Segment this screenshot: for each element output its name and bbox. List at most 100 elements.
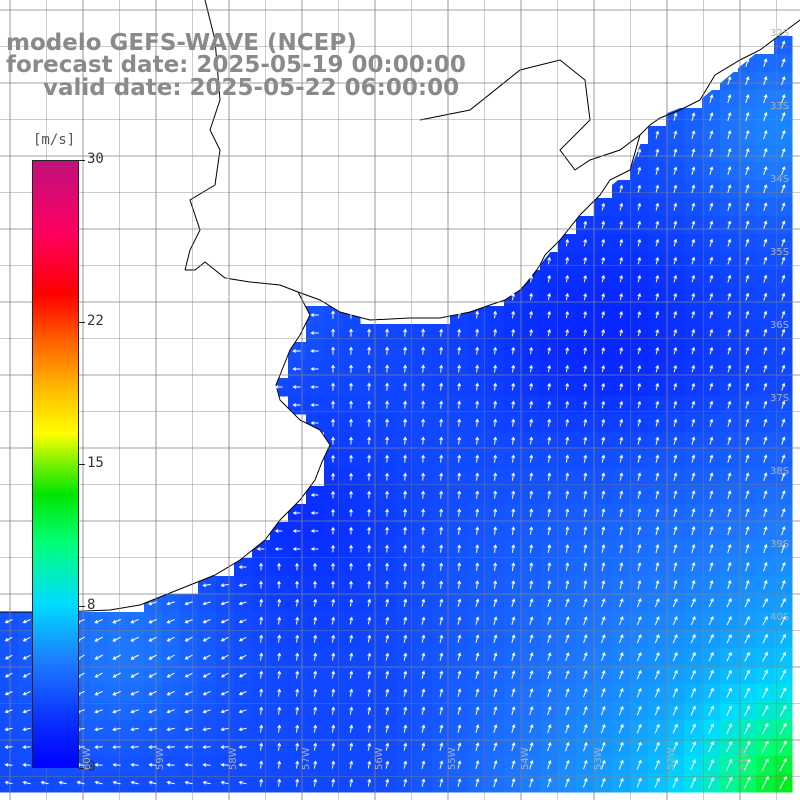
colorbar-tick-mark: [79, 605, 85, 607]
wind-vector-arrow: [781, 328, 786, 337]
wind-vector-arrow: [709, 274, 714, 283]
wind-vector-arrow: [166, 727, 175, 732]
wind-vector-arrow: [547, 544, 552, 553]
wind-vector-arrow: [745, 543, 750, 554]
wind-vector-arrow: [745, 184, 750, 194]
wind-vector-arrow: [349, 616, 354, 625]
wind-vector-arrow: [529, 454, 534, 463]
wind-vector-arrow: [385, 688, 390, 697]
wind-vector-arrow: [745, 526, 750, 536]
wind-vector-arrow: [745, 202, 750, 211]
wind-vector-arrow: [331, 562, 336, 571]
wind-vector-arrow: [511, 742, 516, 752]
wind-vector-arrow: [618, 741, 624, 752]
wind-vector-arrow: [403, 364, 408, 373]
wind-vector-arrow: [744, 615, 750, 626]
wind-vector-arrow: [655, 508, 660, 518]
wind-vector-arrow: [331, 382, 336, 391]
wind-vector-arrow: [708, 776, 715, 789]
wind-vector-arrow: [781, 418, 786, 427]
wind-vector-arrow: [583, 759, 588, 770]
wind-vector-arrow: [654, 777, 660, 788]
wind-vector-arrow: [310, 493, 319, 497]
wind-vector-arrow: [655, 148, 660, 157]
wind-vector-arrow: [220, 762, 229, 767]
wind-vector-arrow: [367, 544, 372, 553]
wind-vector-arrow: [565, 634, 570, 644]
wind-vector-arrow: [529, 634, 534, 644]
wind-vector-arrow: [367, 724, 372, 733]
wind-vector-arrow: [691, 579, 696, 590]
wind-vector-arrow: [709, 328, 714, 337]
wind-vector-arrow: [655, 382, 660, 391]
wind-vector-arrow: [637, 274, 642, 283]
wind-vector-arrow: [619, 436, 624, 445]
wind-vector-arrow: [781, 274, 786, 283]
wind-vector-arrow: [4, 672, 13, 678]
wind-vector-arrow: [708, 598, 714, 608]
wind-vector-arrow: [475, 364, 480, 373]
wind-vector-arrow: [331, 688, 336, 697]
wind-vector-arrow: [654, 669, 660, 680]
wind-vector-arrow: [184, 745, 193, 750]
wind-vector-arrow: [331, 364, 336, 373]
wind-vector-arrow: [637, 328, 642, 337]
wind-vector-arrow: [367, 454, 372, 463]
wind-vector-arrow: [310, 349, 319, 353]
wind-vector-arrow: [403, 598, 408, 607]
wind-vector-arrow: [259, 706, 264, 715]
wind-vector-arrow: [709, 526, 714, 536]
wind-vector-arrow: [493, 634, 498, 643]
wind-vector-arrow: [403, 346, 408, 355]
wind-vector-arrow: [708, 651, 714, 662]
wind-vector-arrow: [511, 454, 516, 463]
wind-vector-arrow: [779, 705, 787, 717]
wind-vector-arrow: [184, 654, 193, 660]
wind-vector-arrow: [40, 780, 49, 785]
wind-vector-arrow: [219, 295, 230, 299]
wind-vector-arrow: [166, 672, 175, 678]
wind-vector-arrow: [493, 598, 498, 607]
wind-vector-arrow: [439, 328, 444, 337]
wind-vector-arrow: [277, 598, 282, 607]
wind-vector-arrow: [709, 454, 714, 463]
wind-vector-arrow: [385, 616, 390, 625]
wind-vector-arrow: [547, 580, 552, 590]
latitude-label: 35S: [770, 247, 790, 258]
wind-vector-arrow: [259, 742, 264, 751]
wind-vector-arrow: [403, 400, 408, 409]
wind-vector-arrow: [421, 580, 426, 589]
wind-vector-arrow: [637, 292, 642, 301]
wind-vector-arrow: [4, 709, 13, 714]
wind-vector-arrow: [403, 526, 408, 535]
wind-vector-arrow: [691, 112, 696, 121]
wind-vector-arrow: [690, 723, 696, 734]
wind-vector-arrow: [619, 490, 624, 499]
wind-vector-arrow: [547, 346, 552, 355]
wind-vector-arrow: [220, 709, 229, 714]
wind-vector-arrow: [565, 364, 570, 373]
wind-vector-arrow: [367, 508, 372, 517]
wind-vector-arrow: [655, 454, 660, 463]
wind-vector-arrow: [781, 58, 786, 68]
wind-vector-arrow: [529, 364, 534, 373]
wind-vector-arrow: [763, 202, 768, 211]
wind-vector-arrow: [547, 454, 552, 463]
wind-vector-arrow: [779, 740, 787, 753]
wind-vector-arrow: [583, 616, 588, 626]
wind-vector-arrow: [256, 547, 265, 551]
wind-vector-arrow: [331, 706, 336, 715]
wind-vector-arrow: [637, 148, 642, 157]
wind-vector-arrow: [745, 94, 750, 104]
wind-vector-arrow: [709, 202, 714, 211]
wind-vector-arrow: [690, 651, 696, 662]
wind-vector-arrow: [385, 580, 390, 589]
wind-vector-arrow: [727, 166, 732, 176]
wind-vector-arrow: [583, 687, 588, 698]
wind-vector-arrow: [780, 669, 787, 680]
wind-vector-arrow: [475, 706, 480, 715]
wind-vector-arrow: [709, 148, 714, 158]
wind-vector-arrow: [238, 762, 247, 767]
forecast-date: forecast date: 2025-05-19 00:00:00: [6, 52, 466, 78]
wind-vector-arrow: [655, 256, 660, 265]
